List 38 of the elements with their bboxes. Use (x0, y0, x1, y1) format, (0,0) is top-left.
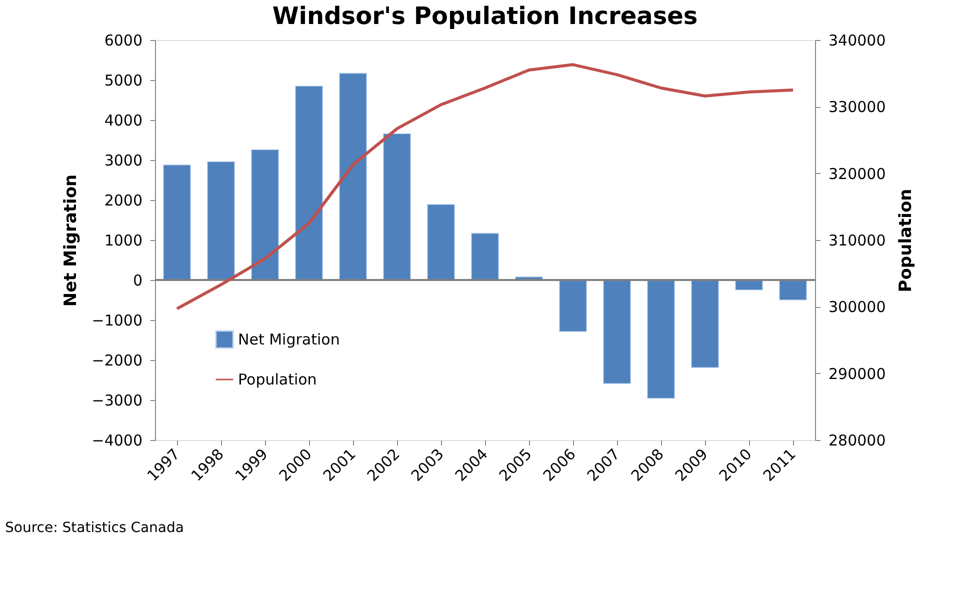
bar (778, 280, 808, 300)
bar (690, 280, 720, 368)
source-note: Source: Statistics Canada (5, 520, 184, 536)
bar (426, 204, 456, 280)
y-axis-title: Net Migration (60, 174, 81, 307)
y-tick-label: −3000 (92, 392, 142, 410)
bar (646, 280, 676, 399)
y2-tick-label: 290000 (828, 364, 886, 383)
y-tick-label: 5000 (104, 72, 142, 90)
bar (602, 280, 632, 384)
bar (382, 133, 412, 280)
y-tick-label: 3000 (104, 152, 142, 170)
y-tick-label: 1000 (104, 232, 142, 250)
y-tick-label: −1000 (92, 312, 142, 330)
bar (558, 280, 588, 332)
bar (162, 164, 192, 280)
y-tick-label: 4000 (104, 112, 142, 130)
y2-tick-label: 300000 (828, 298, 886, 316)
y-tick-label: 6000 (104, 32, 142, 50)
y-tick-label: −4000 (92, 432, 142, 450)
y2-tick-label: 310000 (828, 232, 886, 250)
bar (206, 161, 236, 280)
y-tick-label: 2000 (104, 192, 142, 210)
legend-label: Net Migration (238, 330, 340, 348)
bar (338, 72, 368, 280)
bar (470, 232, 500, 280)
chart-title: Windsor's Population Increases (272, 2, 698, 30)
bar (250, 149, 280, 280)
y2-tick-label: 320000 (828, 164, 886, 183)
y2-tick-label: 330000 (828, 98, 886, 116)
y-tick-label: 0 (132, 272, 142, 290)
line-series (176, 63, 794, 310)
legend-label: Population (238, 370, 317, 388)
y2-tick-label: 340000 (828, 32, 886, 50)
y2-tick-label: 280000 (828, 432, 886, 450)
y2-axis-title: Population (896, 188, 916, 292)
bar (294, 86, 324, 280)
y-tick-label: −2000 (92, 352, 142, 370)
